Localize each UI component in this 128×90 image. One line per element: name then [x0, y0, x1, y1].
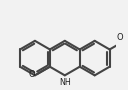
Text: O: O: [28, 70, 35, 79]
Text: O: O: [117, 33, 123, 42]
Text: NH: NH: [59, 78, 71, 87]
